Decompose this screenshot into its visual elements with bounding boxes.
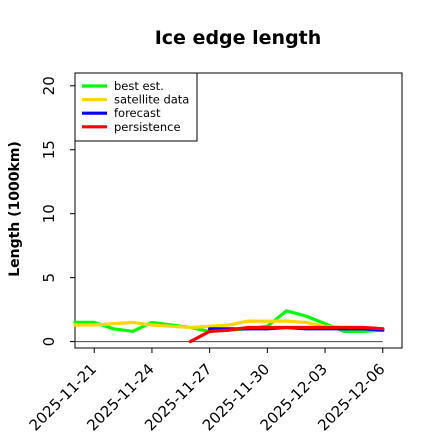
legend: best est.satellite dataforecastpersisten… — [74, 72, 198, 142]
y-tick-label: 10 — [40, 204, 58, 223]
legend-label: persistence — [114, 120, 181, 134]
x-axis-ticks: 2025-11-212025-11-242025-11-272025-11-30… — [26, 348, 389, 434]
y-tick-label: 0 — [40, 337, 58, 347]
y-axis-ticks: 0 5 10 15 20 — [40, 76, 75, 346]
y-tick-label: 5 — [40, 273, 58, 283]
y-tick-label: 20 — [40, 76, 58, 95]
y-tick-label: 15 — [40, 140, 58, 159]
legend-label: best est. — [114, 79, 164, 93]
series-line-4 — [188, 325, 385, 344]
plot-frame — [74, 72, 403, 349]
legend-label: forecast — [114, 106, 161, 120]
chart-title: Ice edge length — [155, 27, 322, 49]
legend-box — [74, 72, 198, 142]
series-lines — [73, 309, 385, 344]
legend-label: satellite data — [114, 93, 189, 107]
y-axis-label: Length (1000km) — [7, 141, 23, 277]
